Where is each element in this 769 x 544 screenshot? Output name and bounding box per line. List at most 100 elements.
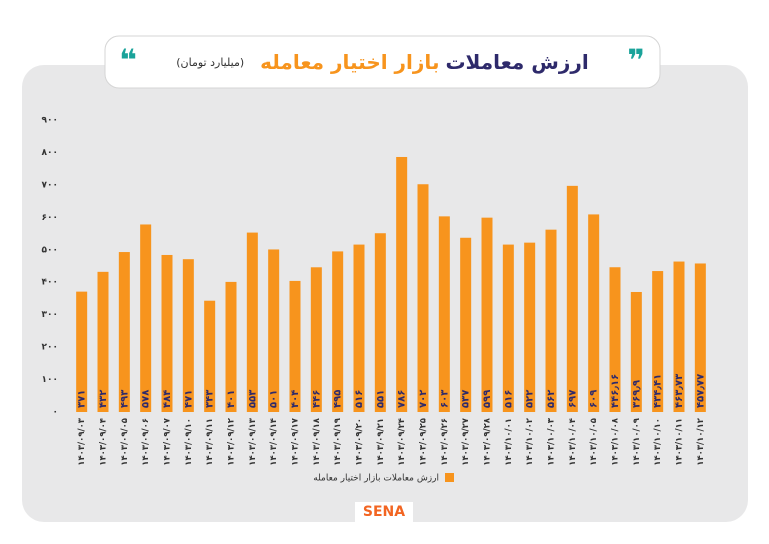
value-label: ۳۷۱ bbox=[77, 390, 88, 408]
bar bbox=[246, 232, 258, 412]
value-label: ۵۲۲ bbox=[525, 390, 536, 408]
x-tick-label: ۱۴۰۳/۰۹/۱۲ bbox=[227, 417, 237, 466]
bar bbox=[673, 261, 685, 412]
x-tick-label: ۱۴۰۳/۱۰/۰۲ bbox=[525, 417, 535, 466]
bar bbox=[118, 252, 130, 412]
y-tick-label: ۵۰۰ bbox=[42, 245, 58, 255]
logo: SENA bbox=[363, 504, 405, 520]
bar bbox=[588, 214, 600, 412]
x-tick-label: ۱۴۰۳/۰۹/۰۳ bbox=[77, 417, 87, 466]
quote-icon: ❝ bbox=[119, 44, 137, 79]
value-label: ۳۶۹٫۹ bbox=[631, 380, 642, 408]
bar bbox=[332, 251, 344, 412]
bar bbox=[353, 244, 365, 412]
bar bbox=[630, 291, 642, 412]
value-label: ۴۰۴ bbox=[290, 390, 301, 408]
value-label: ۴۹۳ bbox=[119, 390, 130, 408]
bar bbox=[502, 244, 514, 412]
value-label: ۴۰۱ bbox=[226, 390, 237, 408]
value-label: ۴۷۱ bbox=[183, 390, 194, 408]
bar bbox=[524, 242, 536, 412]
bar bbox=[396, 156, 408, 412]
bar bbox=[545, 229, 557, 412]
y-tick-label: ۳۰۰ bbox=[42, 310, 58, 320]
value-label: ۵۷۸ bbox=[141, 390, 152, 408]
bar bbox=[268, 249, 280, 412]
value-label: ۶۹۷ bbox=[567, 390, 578, 408]
x-tick-label: ۱۴۰۳/۰۹/۲۰ bbox=[355, 418, 365, 466]
quote-icon: ❞ bbox=[627, 44, 645, 79]
y-tick-label: ۱۰۰ bbox=[42, 375, 58, 385]
value-label: ۴۴۶٫۱۶ bbox=[610, 374, 621, 408]
bar bbox=[289, 280, 301, 412]
title-part: بازار اختیار معامله bbox=[260, 50, 440, 74]
y-tick-label: ۷۰۰ bbox=[42, 180, 58, 190]
x-tick-label: ۱۴۰۳/۰۹/۱۱ bbox=[205, 418, 215, 466]
legend-label: ارزش معاملات بازار اختیار معامله bbox=[313, 474, 439, 484]
x-tick-label: ۱۴۰۳/۰۹/۲۵ bbox=[419, 418, 429, 466]
title-box bbox=[104, 35, 661, 89]
value-label: ۵۶۲ bbox=[546, 390, 557, 408]
x-tick-label: ۱۴۰۳/۰۹/۱۳ bbox=[248, 417, 258, 466]
x-tick-label: ۱۴۰۳/۰۹/۱۹ bbox=[333, 417, 343, 466]
x-tick-label: ۱۴۰۳/۰۹/۱۸ bbox=[312, 417, 322, 466]
bar bbox=[182, 259, 194, 412]
bar bbox=[310, 267, 322, 412]
subtitle: (میلیارد تومان) bbox=[176, 55, 245, 69]
value-label: ۵۱۶ bbox=[503, 390, 514, 408]
title: ارزش معاملات بازار اختیار معامله (میلیار… bbox=[105, 36, 660, 88]
value-label: ۴۳۲ bbox=[98, 390, 109, 408]
x-tick-label: ۱۴۰۳/۰۹/۱۰ bbox=[184, 418, 194, 466]
x-tick-label: ۱۴۰۳/۰۹/۰۴ bbox=[99, 418, 109, 466]
y-tick-label: ۴۰۰ bbox=[42, 278, 58, 288]
value-label: ۵۱۶ bbox=[354, 390, 365, 408]
x-tick-label: ۱۴۰۳/۰۹/۲۸ bbox=[483, 417, 493, 466]
y-tick-label: ۸۰۰ bbox=[42, 148, 58, 158]
x-tick-label: ۱۴۰۳/۰۹/۰۶ bbox=[141, 418, 151, 466]
x-tick-label: ۱۴۰۳/۱۰/۰۱ bbox=[504, 418, 514, 466]
x-tick-label: ۱۴۰۳/۱۰/۱۱ bbox=[675, 418, 685, 466]
bar bbox=[225, 281, 237, 412]
value-label: ۴۵۷٫۷۷ bbox=[695, 374, 706, 408]
bar bbox=[374, 233, 386, 412]
x-tick-label: ۱۴۰۳/۰۹/۲۴ bbox=[397, 418, 407, 466]
x-tick-label: ۱۴۰۳/۱۰/۰۸ bbox=[611, 417, 621, 466]
bar bbox=[97, 271, 109, 412]
value-label: ۶۰۳ bbox=[439, 390, 450, 408]
value-label: ۵۹۹ bbox=[482, 390, 493, 408]
x-tick-label: ۱۴۰۳/۱۰/۰۳ bbox=[547, 417, 557, 466]
x-tick-label: ۱۴۰۳/۰۹/۲۷ bbox=[461, 417, 471, 466]
x-tick-label: ۱۴۰۳/۱۰/۰۹ bbox=[632, 417, 642, 466]
value-label: ۶۰۹ bbox=[589, 390, 600, 408]
y-tick-label: ۶۰۰ bbox=[42, 213, 58, 223]
x-tick-label: ۱۴۰۳/۰۹/۰۷ bbox=[163, 417, 173, 466]
value-label: ۵۳۷ bbox=[461, 390, 472, 408]
y-tick-label: ۲۰۰ bbox=[42, 343, 58, 353]
x-tick-label: ۱۴۰۳/۰۹/۱۷ bbox=[291, 417, 301, 466]
value-label: ۴۸۴ bbox=[162, 390, 173, 408]
value-label: ۴۶۳٫۷۳ bbox=[674, 374, 685, 408]
x-tick-label: ۱۴۰۳/۱۰/۱۰ bbox=[653, 418, 663, 466]
value-label: ۵۰۱ bbox=[269, 390, 280, 408]
value-label: ۴۹۵ bbox=[333, 390, 344, 408]
x-tick-label: ۱۴۰۳/۰۹/۰۵ bbox=[120, 418, 130, 466]
bar bbox=[161, 254, 173, 412]
x-tick-label: ۱۴۰۳/۰۹/۲۶ bbox=[440, 418, 450, 466]
bar bbox=[204, 300, 216, 412]
bar bbox=[438, 216, 450, 412]
y-tick-label: ۹۰۰ bbox=[42, 116, 58, 126]
logo-box bbox=[355, 502, 413, 522]
value-label: ۳۴۳ bbox=[205, 390, 216, 408]
bar bbox=[140, 224, 152, 412]
value-label: ۷۸۶ bbox=[397, 390, 408, 408]
bar bbox=[609, 267, 621, 412]
bar bbox=[566, 185, 578, 412]
x-tick-label: ۱۴۰۳/۰۹/۱۴ bbox=[269, 418, 279, 466]
value-label: ۴۳۴٫۴۱ bbox=[653, 374, 664, 408]
bar bbox=[417, 184, 429, 412]
value-label: ۷۰۲ bbox=[418, 390, 429, 408]
value-label: ۵۵۳ bbox=[247, 390, 258, 408]
bar bbox=[694, 263, 706, 412]
